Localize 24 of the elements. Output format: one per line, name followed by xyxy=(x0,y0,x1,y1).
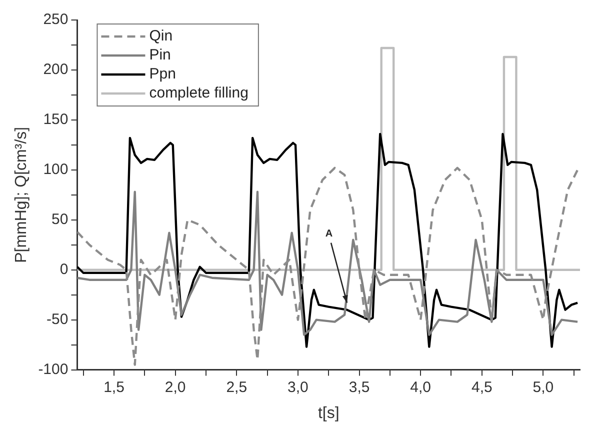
x-tick-label: 2,5 xyxy=(226,378,248,396)
x-tick-label: 4,0 xyxy=(410,378,432,396)
y-tick-label: 200 xyxy=(43,61,68,78)
y-tick-label: -50 xyxy=(46,310,68,328)
x-tick-label: 4,5 xyxy=(471,378,492,396)
y-tick-label: 50 xyxy=(52,211,68,228)
x-tick-label: 5,0 xyxy=(532,378,554,396)
legend-label: complete filling xyxy=(149,84,248,102)
x-tick-label: 2,0 xyxy=(164,378,186,396)
x-tick-label: 1,5 xyxy=(104,378,124,396)
y-tick-label: 150 xyxy=(43,111,68,128)
x-tick-label: 3,5 xyxy=(348,378,370,396)
legend-label: Qin xyxy=(149,28,173,45)
y-tick-label: 0 xyxy=(60,261,68,278)
x-axis-title: t[s] xyxy=(318,404,340,422)
legend-label: Pin xyxy=(149,46,171,64)
x-tick-label: 3,0 xyxy=(288,378,308,396)
y-axis-title: P[mmHg]; Q[cm³/s] xyxy=(13,126,30,263)
legend-label: Ppn xyxy=(149,66,176,83)
line-series xyxy=(77,166,579,366)
y-tick-label: 100 xyxy=(43,161,68,178)
y-tick-label: 250 xyxy=(43,11,68,28)
y-tick-label: -100 xyxy=(38,360,68,378)
annotation: A xyxy=(325,228,333,240)
